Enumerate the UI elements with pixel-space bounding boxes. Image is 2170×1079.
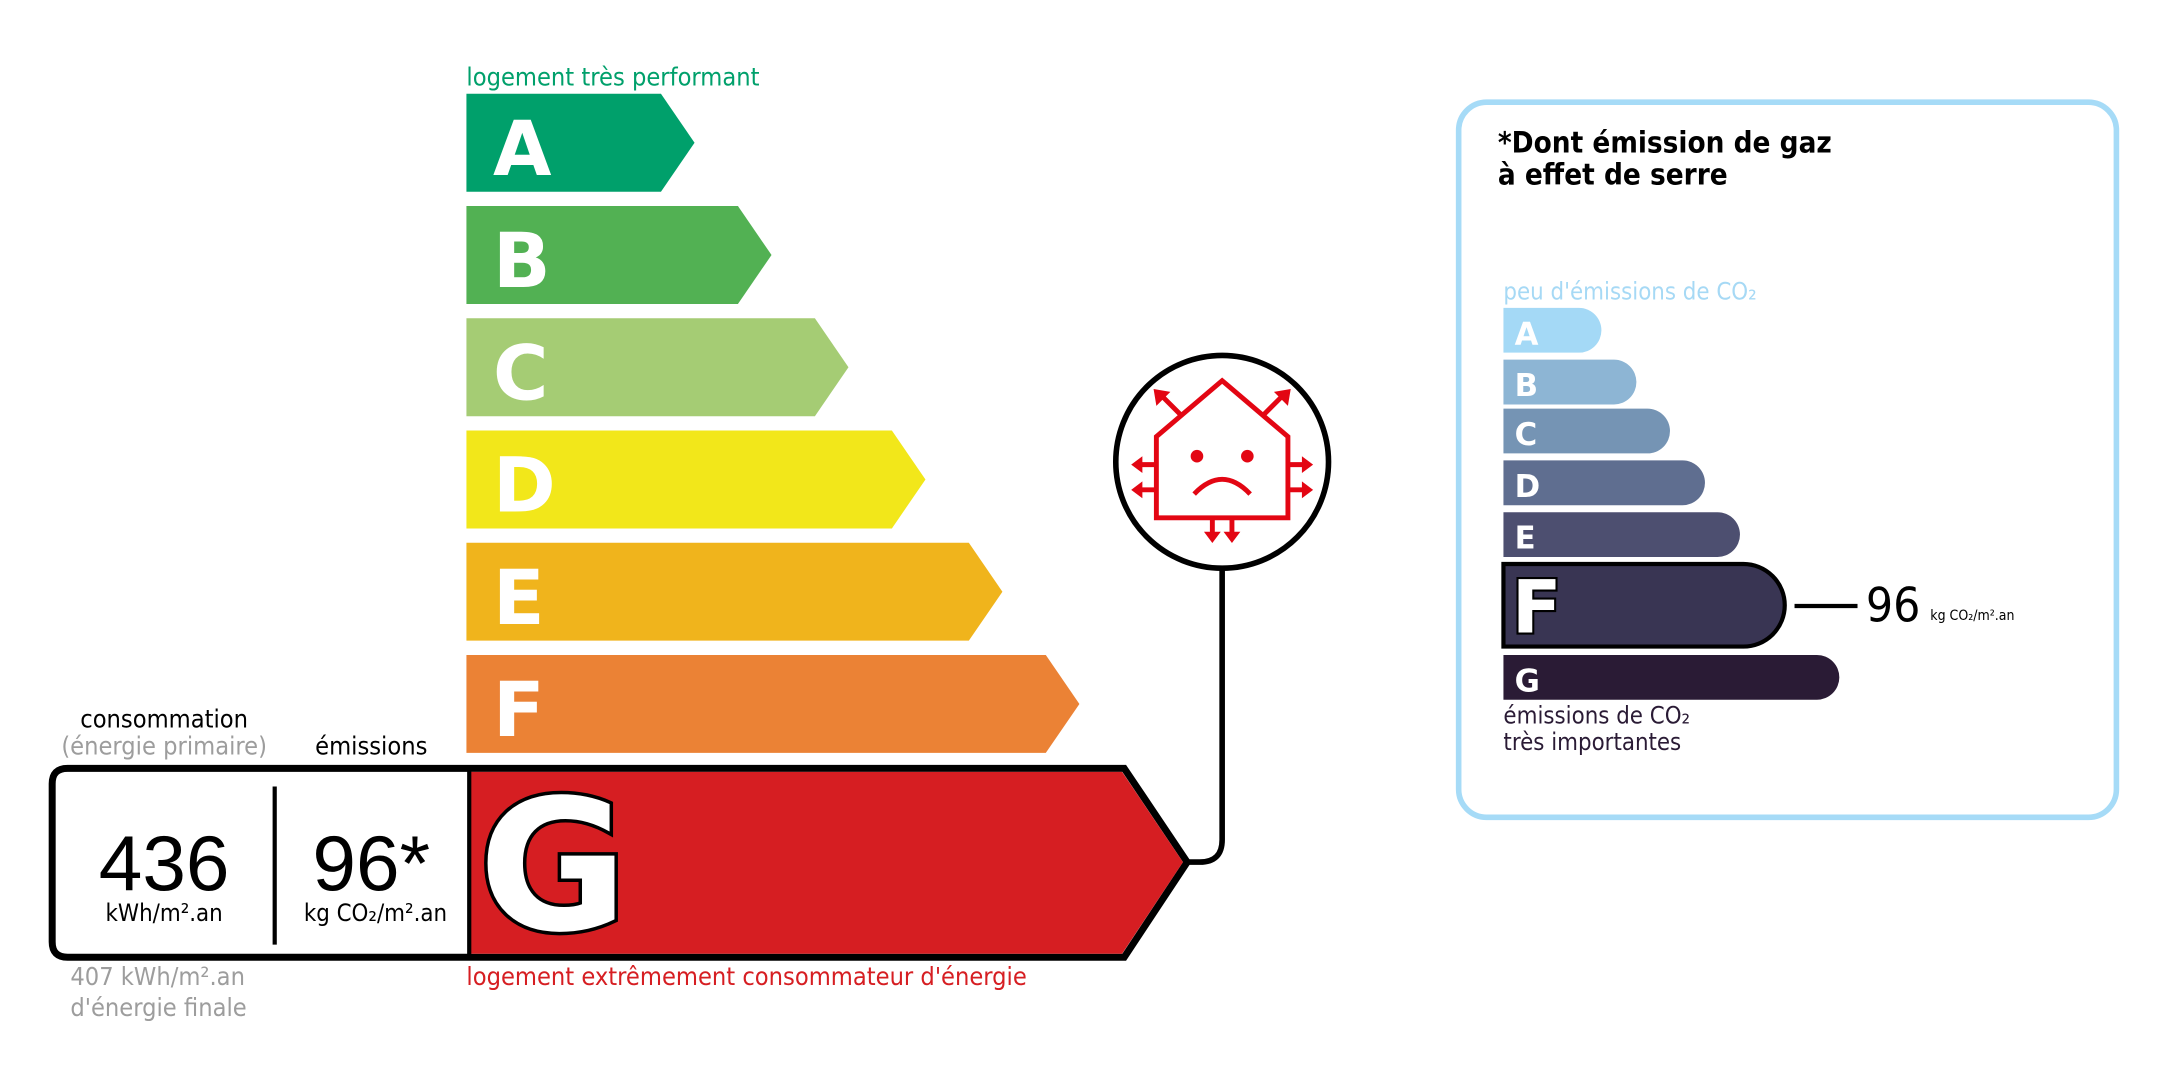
class-bar bbox=[1503, 359, 1637, 405]
class-letter: E bbox=[1515, 521, 1536, 557]
class-bar bbox=[466, 542, 1003, 641]
final-energy-label: d'énergie finale bbox=[70, 993, 246, 1022]
consumption-value: 436 bbox=[99, 819, 230, 907]
ghg-bottom-line1: émissions de CO₂ bbox=[1503, 702, 1690, 730]
class-letter: D bbox=[1515, 469, 1541, 505]
ghg-bottom-line2: très importantes bbox=[1503, 728, 1681, 756]
ghg-top-label: peu d'émissions de CO₂ bbox=[1503, 277, 1756, 305]
class-letter: B bbox=[1515, 368, 1538, 404]
class-bar bbox=[1503, 460, 1705, 506]
energy-class-c: C bbox=[466, 318, 849, 417]
energy-class-f: F bbox=[466, 654, 1080, 754]
class-bar bbox=[466, 206, 772, 304]
class-letter: E bbox=[493, 554, 545, 642]
ghg-class-f: F bbox=[1501, 561, 1787, 653]
energy-current-class: G 436 kWh/m².an 96* kg CO₂/m².an bbox=[48, 757, 1192, 976]
ghg-class-a: A bbox=[1503, 307, 1602, 353]
class-letter: C bbox=[1515, 417, 1538, 453]
energy-class-d: D bbox=[466, 430, 926, 530]
consumption-unit: kWh/m².an bbox=[106, 899, 223, 927]
class-bar bbox=[1503, 654, 1840, 700]
class-bar bbox=[466, 430, 926, 529]
class-bar bbox=[1503, 512, 1740, 557]
class-letter: C bbox=[493, 329, 548, 417]
class-bar bbox=[1501, 561, 1787, 649]
class-bar bbox=[466, 654, 1080, 753]
ghg-class-e: E bbox=[1503, 512, 1740, 557]
class-letter: A bbox=[493, 105, 552, 193]
energy-class-b: B bbox=[466, 206, 772, 305]
ghg-title-line1: *Dont émission de gaz bbox=[1498, 126, 1832, 160]
class-g-bar bbox=[469, 771, 1183, 954]
connector-line bbox=[1187, 568, 1225, 865]
ghg-class-c: C bbox=[1503, 408, 1670, 454]
ghg-class-d: D bbox=[1503, 460, 1705, 506]
energy-class-e: E bbox=[466, 542, 1003, 642]
class-bar bbox=[1503, 307, 1602, 353]
class-letter: G bbox=[1515, 663, 1540, 699]
emissions-label: émissions bbox=[315, 731, 427, 760]
consumption-sublabel: (énergie primaire) bbox=[61, 731, 267, 760]
consumption-label: consommation bbox=[80, 705, 248, 734]
class-bar bbox=[1503, 408, 1670, 454]
class-bar bbox=[466, 318, 849, 417]
class-bar bbox=[466, 93, 695, 192]
energy-bottom-label: logement extrêmement consommateur d'éner… bbox=[466, 962, 1026, 991]
ghg-class-b: B bbox=[1503, 359, 1637, 405]
class-letter: D bbox=[493, 442, 556, 530]
emissions-unit: kg CO₂/m².an bbox=[304, 899, 447, 927]
current-class-letter: G bbox=[479, 760, 628, 972]
ghg-class-g: G bbox=[1503, 654, 1840, 700]
ghg-title-line2: à effet de serre bbox=[1498, 158, 1728, 192]
class-letter: F bbox=[1512, 566, 1562, 651]
class-letter: F bbox=[493, 666, 545, 754]
class-letter: B bbox=[493, 217, 551, 305]
ghg-unit: kg CO₂/m².an bbox=[1930, 608, 2014, 624]
class-letter: A bbox=[1515, 316, 1539, 352]
ghg-value: 96 bbox=[1866, 578, 1920, 633]
sad-house-icon bbox=[1112, 352, 1332, 571]
energy-class-a: A bbox=[466, 93, 695, 193]
energy-top-label: logement très performant bbox=[466, 62, 759, 91]
final-energy-value: 407 kWh/m².an bbox=[70, 962, 245, 991]
emissions-value: 96* bbox=[312, 819, 430, 907]
